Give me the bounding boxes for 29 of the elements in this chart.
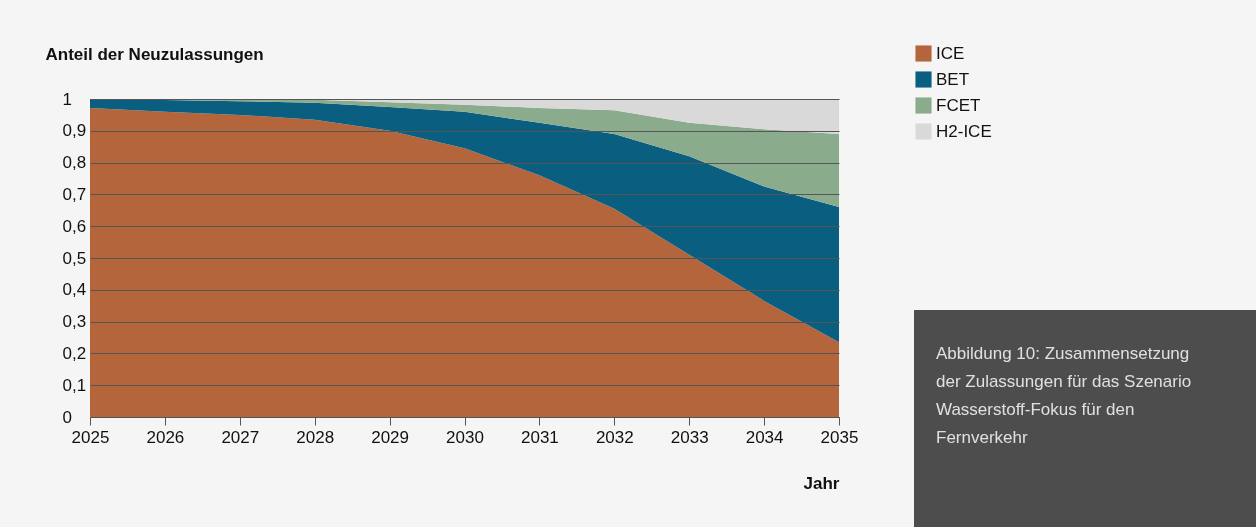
legend-label: BET xyxy=(936,69,970,89)
y-tick-label: 0,8 xyxy=(62,153,87,173)
y-tick-label: 0,1 xyxy=(62,375,87,395)
legend-label: ICE xyxy=(936,43,965,63)
x-tick-label: 2033 xyxy=(670,427,709,447)
x-tick-label: 2032 xyxy=(595,427,634,447)
x-tick-label: 2029 xyxy=(371,427,410,447)
y-tick-label: 0,2 xyxy=(62,343,87,363)
x-tick-label: 2035 xyxy=(820,427,859,447)
y-tick-label: 0,4 xyxy=(62,280,87,300)
x-tick-label: 2026 xyxy=(146,427,185,447)
x-tick-label: 2031 xyxy=(520,427,559,447)
y-tick-label: 1 xyxy=(62,89,72,109)
y-tick-label: 0 xyxy=(62,407,72,427)
text: Abbildung 10: Zusammensetzung der Zulassungen für das Szenario Wasserstoff-Fokus für den Fernverkehr xyxy=(914,310,1256,527)
y-tick-label: 0,6 xyxy=(62,216,87,236)
x-axis-title: Jahr xyxy=(803,473,840,493)
x-tick-label: 2028 xyxy=(296,427,335,447)
legend-label: H2-ICE xyxy=(936,121,992,141)
x-tick-label: 2034 xyxy=(745,427,784,447)
x-tick-label: 2027 xyxy=(221,427,260,447)
y-axis-title: Anteil der Neuzulassungen xyxy=(45,44,264,64)
x-tick-label: 2030 xyxy=(446,427,484,447)
legend-label: FCET xyxy=(936,95,981,115)
y-tick-label: 0,7 xyxy=(62,184,87,204)
y-tick-label: 0,5 xyxy=(62,248,87,268)
x-tick-label: 2025 xyxy=(71,427,110,447)
y-tick-label: 0,3 xyxy=(62,312,87,332)
y-tick-label: 0,9 xyxy=(62,121,87,141)
